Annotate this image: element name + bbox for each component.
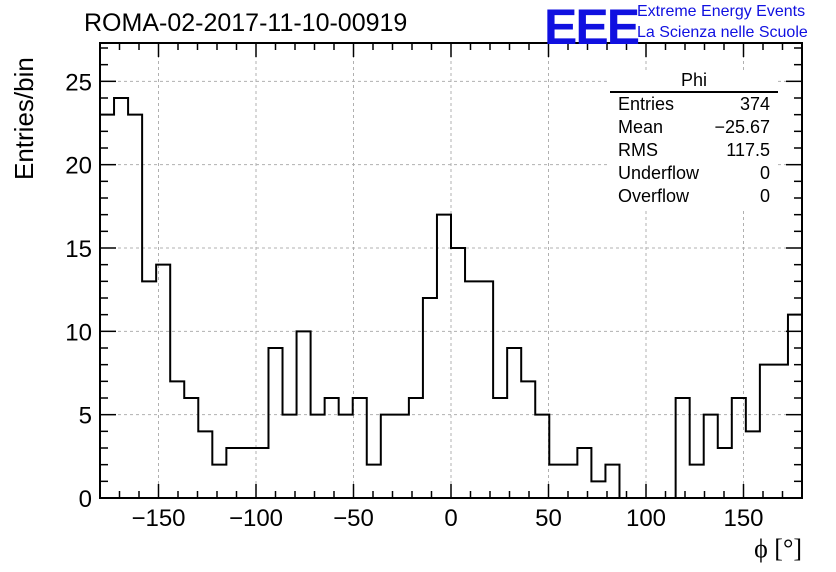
- logo-line-1: Extreme Energy Events: [637, 3, 806, 20]
- histogram-bin: [240, 448, 254, 498]
- histogram-bin: [170, 381, 184, 498]
- histogram-bin: [479, 281, 493, 498]
- stats-row-entries: Entries 374: [610, 93, 778, 116]
- stats-value: 374: [739, 94, 770, 114]
- stats-label: Mean: [618, 117, 664, 137]
- histogram-bin: [367, 465, 381, 498]
- stats-value: −25.67: [714, 117, 770, 137]
- histogram-bin: [283, 415, 297, 498]
- histogram-bin: [100, 115, 114, 498]
- x-tick-label: 100: [626, 505, 666, 532]
- histogram-bin: [451, 248, 465, 498]
- histogram-bin: [718, 448, 732, 498]
- histogram-bin: [311, 415, 325, 498]
- histogram-bin: [156, 265, 170, 498]
- stats-label: Entries: [618, 94, 675, 114]
- histogram-bin: [297, 331, 311, 498]
- eee-logo: EEE: [544, 0, 640, 55]
- histogram-bin: [226, 448, 240, 498]
- histogram-bin: [339, 415, 353, 498]
- chart-title: ROMA-02-2017-11-10-00919: [84, 9, 408, 37]
- histogram-bin: [549, 465, 563, 498]
- y-axis-label: Entries/bin: [9, 57, 39, 180]
- histogram-bin: [325, 398, 339, 498]
- y-tick-label: 5: [79, 403, 92, 430]
- stats-box: Phi Entries 374 Mean −25.67 RMS 117.5 Un…: [610, 70, 778, 208]
- x-tick-label: −50: [333, 505, 374, 532]
- histogram-bin: [591, 481, 605, 498]
- tick-labels: −150 −100 −50 0 50 100 150 0 5 10 15 20 25: [65, 69, 763, 532]
- logo-line-2: La Scienza nelle Scuole: [637, 24, 808, 41]
- histogram-bin: [423, 298, 437, 498]
- histogram-bin: [704, 415, 718, 498]
- histogram-bin: [507, 348, 521, 498]
- histogram-bin: [465, 281, 479, 498]
- stats-row-mean: Mean −25.67: [610, 116, 778, 139]
- histogram-bin: [788, 315, 802, 498]
- stats-value: 117.5: [726, 140, 770, 160]
- histogram-outline: [99, 97, 803, 499]
- stats-label: RMS: [618, 140, 658, 160]
- x-tick-label: 150: [723, 505, 763, 532]
- stats-title: Phi: [610, 70, 778, 93]
- histogram-bin: [493, 398, 507, 498]
- stats-value: 0: [759, 186, 770, 206]
- histogram-bin: [353, 398, 367, 498]
- y-tick-label: 25: [65, 69, 92, 96]
- stats-row-underflow: Underflow 0: [610, 162, 778, 185]
- y-tick-label: 20: [65, 153, 92, 180]
- y-tick-label: 0: [79, 486, 92, 513]
- histogram-plot: [99, 97, 803, 499]
- histogram-bin: [690, 465, 704, 498]
- x-tick-label: −150: [131, 505, 185, 532]
- x-axis-label: ϕ [°]: [754, 534, 802, 563]
- histogram-bin: [212, 465, 226, 498]
- histogram-bin: [395, 415, 409, 498]
- histogram-bin: [760, 365, 774, 498]
- histogram-bin: [521, 381, 535, 498]
- stats-label: Underflow: [618, 163, 700, 183]
- stats-label: Overflow: [618, 186, 690, 206]
- histogram-bin: [268, 348, 282, 498]
- stats-value: 0: [759, 163, 770, 183]
- stats-row-overflow: Overflow 0: [610, 185, 778, 208]
- x-tick-label: 0: [444, 505, 457, 532]
- histogram-bin: [184, 398, 198, 498]
- histogram-bin: [732, 398, 746, 498]
- histogram-bin: [381, 415, 395, 498]
- histogram-bin: [128, 115, 142, 498]
- y-tick-label: 15: [65, 236, 92, 263]
- y-tick-label: 10: [65, 319, 92, 346]
- x-tick-label: −100: [229, 505, 283, 532]
- histogram-bin: [535, 415, 549, 498]
- histogram-bin: [142, 281, 156, 498]
- histogram-bin: [437, 215, 451, 498]
- histogram-bin: [774, 365, 788, 498]
- histogram-bin: [563, 465, 577, 498]
- histogram-bin: [198, 431, 212, 498]
- x-tick-label: 50: [535, 505, 562, 532]
- histogram-bin: [676, 398, 690, 498]
- axes: [99, 42, 803, 499]
- histogram-bin: [577, 448, 591, 498]
- stats-row-rms: RMS 117.5: [610, 139, 778, 162]
- histogram-bin: [114, 98, 128, 498]
- histogram-bin: [746, 431, 760, 498]
- histogram-bin: [409, 398, 423, 498]
